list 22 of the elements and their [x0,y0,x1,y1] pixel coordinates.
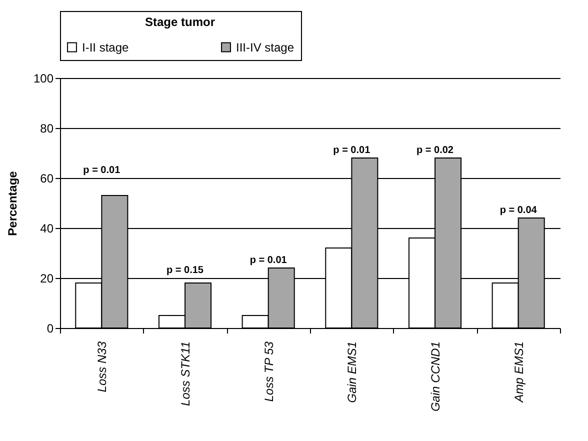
legend-label: I-II stage [82,40,130,54]
legend-title: Stage tumor [144,15,216,29]
y-tick-label: 80 [40,122,54,136]
y-tick-label: 40 [40,222,54,236]
y-tick-label: 20 [40,272,54,286]
x-tick-label: Amp EMS1 [512,342,526,404]
y-axis-title: Percentage [5,170,20,236]
annotation: p = 0.01 [333,145,371,156]
y-tick-label: 100 [33,72,54,86]
annotation: p = 0.01 [250,255,288,266]
annotation: p = 0.02 [416,145,454,156]
x-tick-label: Loss N33 [95,341,110,392]
x-tick-label: Gain CCND1 [428,342,442,412]
annotation: p = 0.01 [83,165,121,176]
y-tick-label: 0 [46,322,54,336]
y-tick-label: 60 [40,172,54,186]
x-tick-label: Gain EMS1 [345,342,360,403]
legend-label: III-IV stage [236,40,294,54]
x-tick-label: Loss STK11 [178,342,192,406]
annotation: p = 0.15 [166,265,204,276]
x-tick-label: Loss TP 53 [262,341,276,402]
annotation: p = 0.04 [500,205,538,216]
